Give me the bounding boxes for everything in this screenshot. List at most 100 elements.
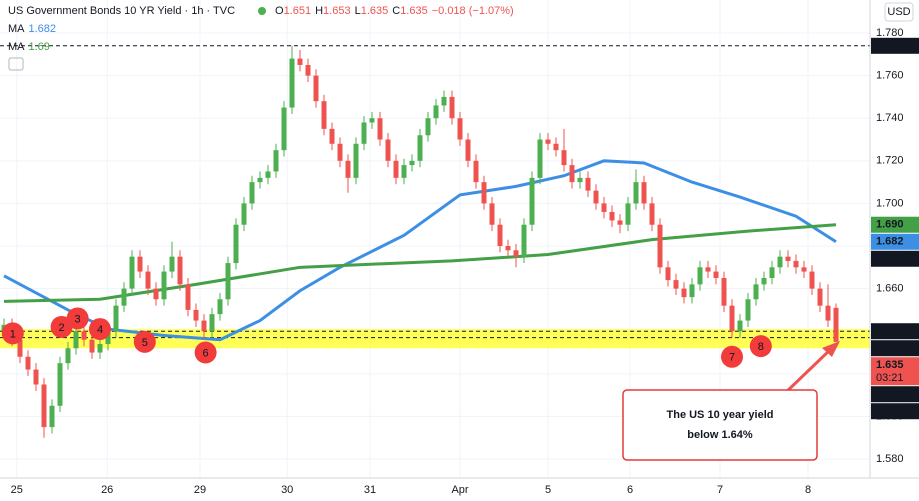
- candle-body: [33, 369, 39, 385]
- candle-body: [481, 182, 487, 204]
- annotation-text: The US 10 year yield below 1.64%: [667, 409, 774, 441]
- candle-body: [609, 211, 615, 221]
- ma-value: 1.682: [29, 23, 57, 35]
- candle-body: [289, 58, 295, 108]
- candle-body: [401, 165, 407, 178]
- x-tick-label: 30: [281, 484, 293, 496]
- currency-button[interactable]: [884, 2, 914, 22]
- y-tick-label: 1.660: [876, 283, 904, 295]
- key: L: [355, 5, 361, 17]
- candle-body: [377, 118, 383, 140]
- candle-body: [745, 299, 751, 321]
- x-tick-label: 29: [194, 484, 206, 496]
- candle-body: [169, 256, 175, 272]
- candle-body: [17, 339, 23, 357]
- candle-body: [649, 203, 655, 225]
- marker: [194, 341, 217, 364]
- candle-body: [209, 314, 215, 332]
- candle-body: [697, 267, 703, 285]
- price-label-bg: [871, 403, 919, 420]
- y-tick-label: 1.700: [876, 197, 904, 209]
- ohlc-legend: O1.651 H1.653 L1.635 C1.635 −0.018 (−1.07%): [275, 5, 514, 17]
- x-tick-label: 7: [717, 484, 723, 496]
- candle-body: [505, 246, 511, 251]
- x-tick-label: 6: [627, 484, 633, 496]
- price-label: 1.676: [876, 253, 904, 265]
- price-label: 1.690: [876, 219, 904, 231]
- currency: USD: [887, 6, 910, 18]
- candle-body: [73, 331, 79, 349]
- candle-body: [601, 203, 607, 212]
- candle-body: [105, 331, 111, 345]
- candle-body: [281, 107, 287, 151]
- candle-body: [665, 267, 671, 281]
- candle-body: [129, 256, 135, 289]
- low: 1.635: [361, 5, 389, 17]
- candle-body: [393, 160, 399, 178]
- marker-label: 8: [758, 341, 764, 353]
- change: −0.018 (−1.07%): [432, 5, 514, 17]
- marker-label: 5: [142, 337, 148, 349]
- candle-body: [57, 363, 63, 406]
- candle-body: [233, 224, 239, 264]
- candle-body: [761, 277, 767, 285]
- key: MA: [8, 23, 25, 35]
- candle-body: [793, 260, 799, 268]
- candle-body: [625, 203, 631, 225]
- candle-body: [369, 118, 375, 123]
- candle-body: [329, 128, 335, 144]
- price-label: 1.635: [876, 388, 904, 400]
- candle-body: [441, 96, 447, 106]
- x-tick-label: 5: [545, 484, 551, 496]
- x-tick-label: 8: [805, 484, 811, 496]
- price-label-bg: [871, 323, 919, 340]
- candle-body: [297, 58, 303, 65]
- candle-body: [153, 288, 159, 300]
- price-label-time: 03:21: [876, 372, 904, 384]
- candle-body: [801, 267, 807, 272]
- annotation-line: below 1.64%: [687, 429, 753, 441]
- candle-body: [489, 203, 495, 225]
- candle-body: [265, 171, 271, 178]
- candle-body: [225, 263, 231, 300]
- ma-legend: MA 1.69: [8, 41, 50, 53]
- candle-body: [241, 203, 247, 225]
- candle-body: [313, 75, 319, 102]
- candle-body: [809, 271, 815, 289]
- candle-body: [785, 256, 791, 261]
- price-label-bg: [871, 357, 919, 386]
- marker: [133, 330, 156, 353]
- collapse-button[interactable]: [8, 57, 24, 71]
- price-label: 1.637: [876, 342, 904, 354]
- arrow-head: [822, 341, 840, 357]
- symbol-title: US Government Bonds 10 YR Yield · 1h · T…: [8, 5, 235, 17]
- candle-body: [713, 271, 719, 278]
- moving-average: [3, 159, 837, 342]
- candle-body: [561, 150, 567, 166]
- candle-body: [121, 288, 127, 306]
- candle-body: [81, 331, 87, 340]
- key: H: [315, 5, 323, 17]
- candle-body: [777, 256, 783, 268]
- candle-body: [617, 220, 623, 225]
- price-label: 1.635: [876, 359, 904, 371]
- candle-body: [161, 271, 167, 300]
- marker-label: 4: [97, 324, 103, 336]
- annotation-line: The US 10 year yield: [667, 409, 774, 421]
- marker-label: 1: [10, 328, 16, 340]
- candle-body: [201, 320, 207, 332]
- candle-body: [257, 177, 263, 183]
- marker: [749, 335, 772, 358]
- candle-body: [409, 160, 415, 166]
- key: MA: [8, 41, 25, 53]
- candle-body: [729, 305, 735, 332]
- arrow-shaft: [780, 346, 834, 398]
- candle-body: [337, 143, 343, 161]
- candle-body: [217, 299, 223, 315]
- marker-label: 2: [59, 322, 65, 334]
- candle-body: [193, 309, 199, 321]
- x-tick-label: 26: [101, 484, 113, 496]
- marker: [66, 307, 89, 330]
- candle-body: [417, 135, 423, 161]
- candle-body: [753, 284, 759, 300]
